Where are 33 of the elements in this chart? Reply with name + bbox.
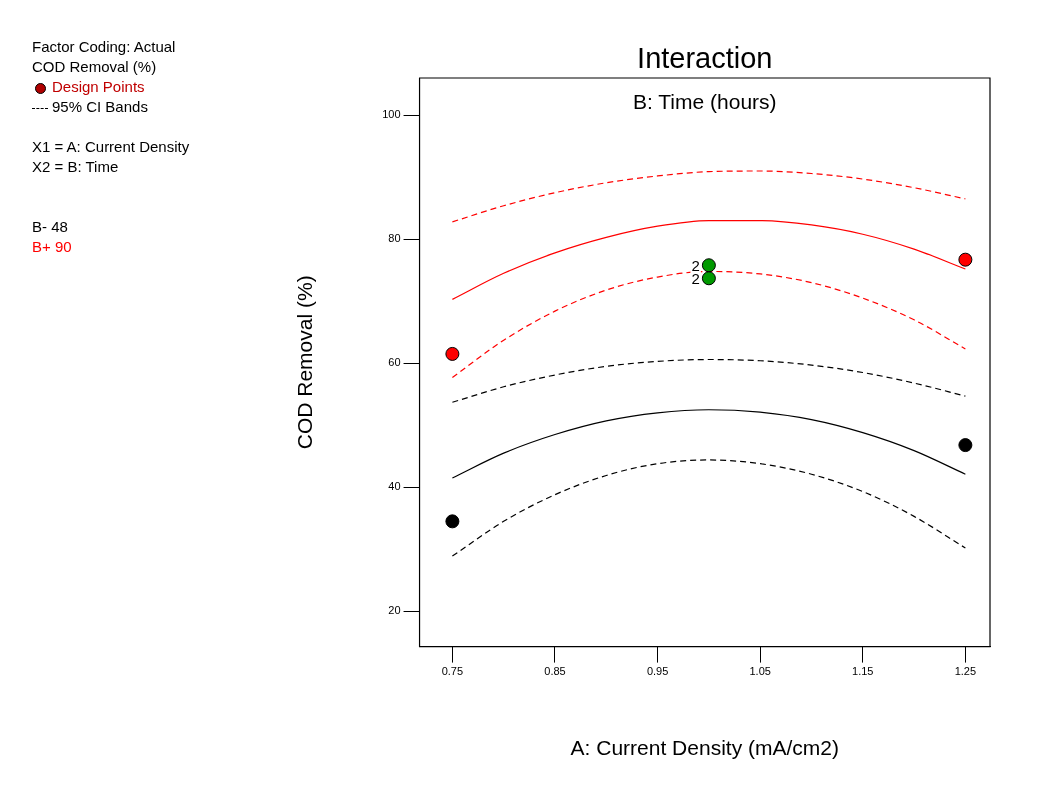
text: Factor Coding: Actual — [32, 38, 176, 55]
y-tick-label: 60 — [388, 356, 401, 369]
x-tick-label: 0.95 — [646, 665, 669, 678]
point — [958, 252, 973, 267]
text: 95% CI Bands — [52, 98, 148, 115]
point — [958, 438, 973, 453]
point — [701, 258, 716, 273]
point — [445, 346, 460, 361]
y-tick-label: 20 — [388, 604, 401, 617]
y-tick-label: 40 — [388, 480, 401, 493]
text: X2 = B: Time — [32, 158, 119, 175]
x-tick-label: 0.85 — [544, 665, 566, 678]
line-series — [451, 358, 966, 403]
x-tick-label: 1.05 — [749, 665, 771, 678]
y-tick-label: 80 — [388, 232, 401, 245]
y-tick-label: 100 — [382, 108, 401, 121]
x-tick-label: 1.25 — [954, 665, 977, 678]
line-series — [451, 459, 966, 557]
text: X1 = A: Current Density — [32, 138, 190, 155]
text: B- 48 — [32, 217, 69, 237]
line-series — [451, 409, 966, 479]
point — [701, 271, 716, 286]
x-tick-label: 0.75 — [441, 665, 464, 678]
point — [445, 514, 460, 529]
line-series — [451, 170, 966, 223]
x-tick-label: 1.15 — [852, 665, 874, 678]
x-axis-title: A: Current Density (mA/cm2) — [570, 736, 839, 760]
chart-title: Interaction — [637, 41, 773, 74]
y-axis-title: COD Removal (%) — [293, 275, 317, 450]
text: COD Removal (%) — [32, 58, 157, 75]
text: B: Time (hours) — [633, 90, 777, 114]
text: Design Points — [52, 78, 145, 95]
text: B+ 90 — [32, 237, 73, 257]
